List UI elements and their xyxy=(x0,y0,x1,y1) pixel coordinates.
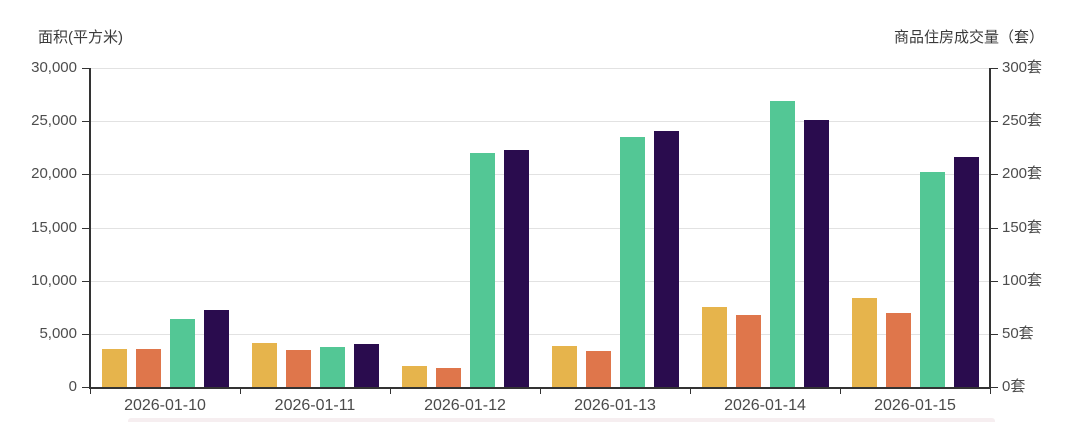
right-axis-label: 50套 xyxy=(1002,324,1034,342)
x-axis-tick xyxy=(90,389,91,394)
yellow-area-bar[interactable] xyxy=(252,343,277,387)
right-axis-tick xyxy=(991,387,998,388)
gridline xyxy=(90,121,990,123)
green-count-bar[interactable] xyxy=(920,172,945,387)
x-axis-category-label: 2026-01-15 xyxy=(874,397,956,414)
right-axis-label: 100套 xyxy=(1002,271,1043,289)
purple-count-bar[interactable] xyxy=(954,157,979,387)
purple-count-bar[interactable] xyxy=(654,131,679,387)
purple-count-bar[interactable] xyxy=(204,310,229,387)
right-axis-tick xyxy=(991,280,998,282)
left-axis-tick xyxy=(82,333,89,335)
gridline xyxy=(90,174,990,176)
green-count-bar[interactable] xyxy=(620,137,645,387)
x-axis-tick xyxy=(240,389,241,394)
left-axis-title: 面积(平方米) xyxy=(38,29,123,46)
right-axis-tick xyxy=(991,227,998,229)
left-axis-tick xyxy=(82,68,89,69)
x-axis-tick xyxy=(840,389,841,394)
right-axis-tick xyxy=(991,68,998,69)
left-axis-line xyxy=(89,68,91,388)
right-axis-tick xyxy=(991,174,998,176)
x-axis-category-label: 2026-01-12 xyxy=(424,397,506,414)
left-axis-tick xyxy=(82,121,89,123)
green-count-bar[interactable] xyxy=(770,101,795,387)
left-axis-tick xyxy=(82,387,89,388)
x-axis-tick xyxy=(390,389,391,394)
right-axis-label: 0套 xyxy=(1002,378,1026,395)
cropped-bottom-element xyxy=(128,418,995,422)
right-axis-label: 150套 xyxy=(1002,218,1043,236)
left-axis-tick xyxy=(82,280,89,282)
right-axis-tick xyxy=(991,333,998,335)
gridline xyxy=(90,333,990,335)
left-axis-label: 15,000 xyxy=(31,218,77,236)
right-axis-label: 200套 xyxy=(1002,165,1043,183)
gridline xyxy=(90,280,990,282)
yellow-area-bar[interactable] xyxy=(552,346,577,387)
yellow-area-bar[interactable] xyxy=(402,366,427,387)
right-axis-line xyxy=(989,68,991,388)
right-axis-label: 300套 xyxy=(1002,59,1043,76)
x-axis-tick xyxy=(990,389,991,394)
purple-count-bar[interactable] xyxy=(804,120,829,387)
left-axis-label: 5,000 xyxy=(39,324,77,342)
yellow-area-bar[interactable] xyxy=(702,307,727,387)
x-axis-tick xyxy=(540,389,541,394)
left-axis-label: 25,000 xyxy=(31,112,77,130)
x-axis-category-label: 2026-01-10 xyxy=(124,397,206,414)
purple-count-bar[interactable] xyxy=(504,150,529,387)
yellow-area-bar[interactable] xyxy=(852,298,877,387)
x-axis-category-label: 2026-01-11 xyxy=(274,397,356,414)
x-axis-category-label: 2026-01-14 xyxy=(724,397,806,414)
gridline xyxy=(90,68,990,69)
left-axis-label: 30,000 xyxy=(31,59,77,76)
orange-area-bar[interactable] xyxy=(886,313,911,387)
left-axis-label: 20,000 xyxy=(31,165,77,183)
x-axis-category-label: 2026-01-13 xyxy=(574,397,656,414)
left-axis-tick xyxy=(82,227,89,229)
x-axis-tick xyxy=(690,389,691,394)
orange-area-bar[interactable] xyxy=(736,315,761,387)
right-axis-title: 商品住房成交量（套） xyxy=(893,29,1044,46)
left-axis-label: 10,000 xyxy=(31,271,77,289)
green-count-bar[interactable] xyxy=(170,319,195,387)
orange-area-bar[interactable] xyxy=(286,350,311,387)
green-count-bar[interactable] xyxy=(470,153,495,387)
left-axis-label: 0 xyxy=(68,378,77,395)
gridline xyxy=(90,227,990,229)
purple-count-bar[interactable] xyxy=(354,344,379,387)
orange-area-bar[interactable] xyxy=(586,351,611,387)
green-count-bar[interactable] xyxy=(320,347,345,387)
orange-area-bar[interactable] xyxy=(436,368,461,387)
left-axis-tick xyxy=(82,174,89,176)
right-axis-tick xyxy=(991,121,998,123)
orange-area-bar[interactable] xyxy=(136,349,161,387)
right-axis-label: 250套 xyxy=(1002,112,1043,130)
yellow-area-bar[interactable] xyxy=(102,349,127,387)
x-axis-line xyxy=(89,387,991,389)
